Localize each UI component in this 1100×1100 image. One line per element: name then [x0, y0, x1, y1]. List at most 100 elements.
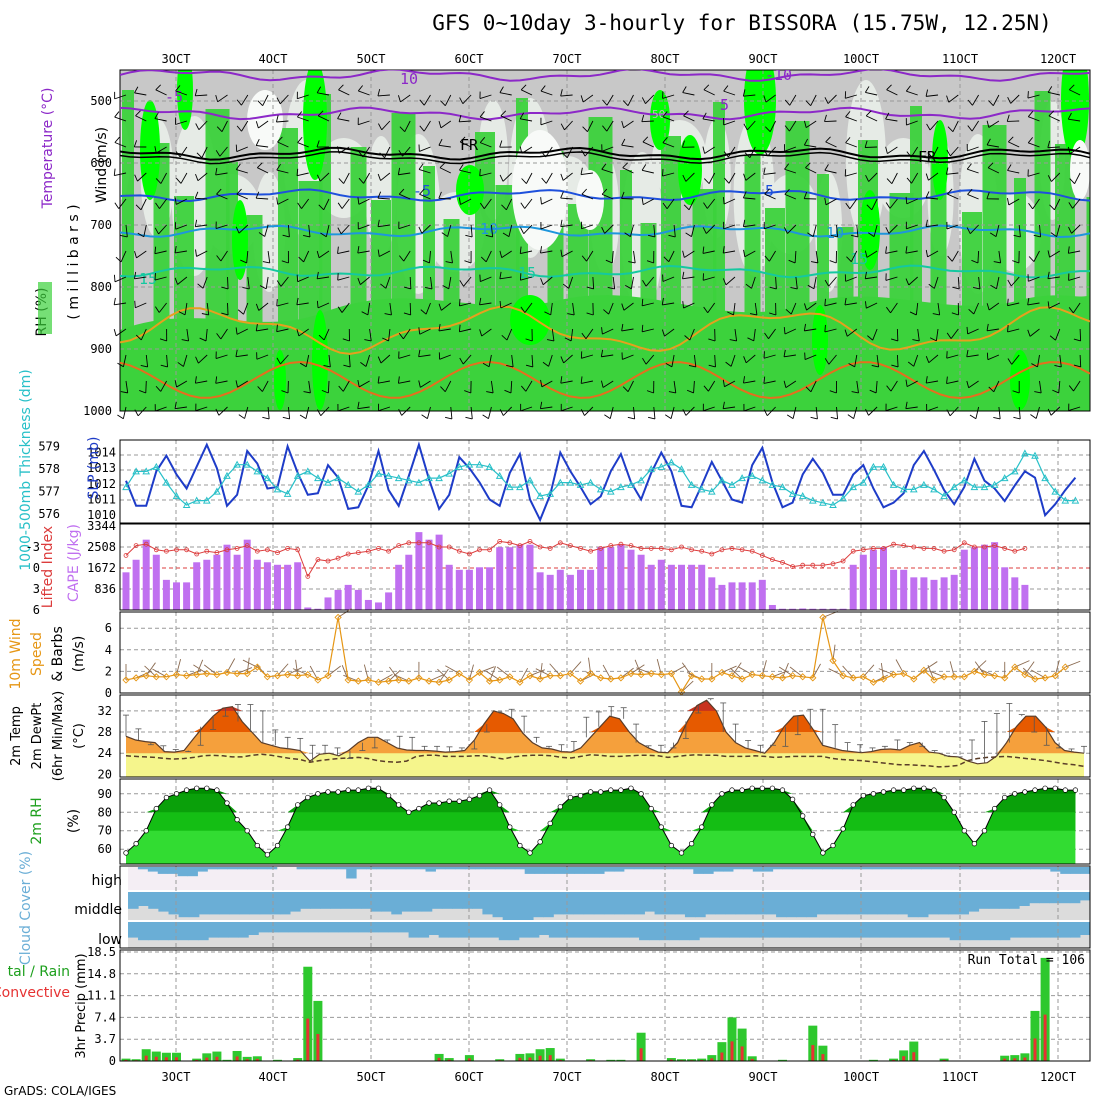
profile-wind-barb	[1032, 198, 1040, 210]
profile-wind-barb-flag	[1068, 385, 1074, 392]
profile-wind-barb	[360, 276, 370, 285]
profile-wind-barb-flag	[397, 376, 400, 384]
cloud-low-bar	[699, 922, 710, 938]
top-date-label: 4OCT	[259, 52, 288, 66]
profile-wind-barb	[256, 328, 269, 332]
profile-wind-barb-flag	[479, 202, 485, 209]
panel-frame	[119, 949, 1091, 1062]
cloud-low-bar	[348, 922, 359, 933]
profile-wind-barb-flag	[519, 112, 525, 120]
profile-wind-barb-flag	[560, 356, 565, 364]
precip-total-bar	[636, 1032, 646, 1061]
cloud-middle-bar	[796, 892, 807, 918]
li-marker	[941, 548, 947, 554]
wind10m-marker	[364, 676, 373, 684]
cloud-low-bar	[528, 922, 540, 938]
li-marker	[153, 547, 159, 553]
profile-wind-barb	[876, 354, 880, 367]
profile-wind-barb	[216, 193, 228, 200]
profile-wind-barb	[362, 146, 370, 158]
thickness-marker	[415, 478, 423, 486]
profile-wind-barb-flag	[600, 349, 604, 357]
cloud-middle-bar	[198, 892, 210, 915]
wind10m-barb	[923, 661, 938, 671]
precip-total-bar	[192, 1058, 202, 1061]
profile-wind-barb-flag	[627, 416, 635, 420]
profile-wind-barb-flag	[803, 138, 809, 146]
li-marker	[285, 546, 291, 551]
profile-wind-barb-flag	[642, 357, 647, 365]
profile-wind-barb-flag	[742, 191, 747, 199]
rh2m-marker	[385, 792, 392, 799]
precip-total-bar	[434, 1053, 444, 1061]
profile-wind-barb	[134, 92, 147, 96]
cloud-high-bar	[435, 867, 446, 870]
profile-wind-barb-flag	[255, 303, 260, 311]
profile-wind-barb-flag	[824, 197, 827, 205]
profile-wind-barb-flag	[155, 84, 161, 91]
wind10m-barb	[862, 664, 875, 678]
cloud-high-bar	[990, 867, 1002, 870]
thickness-marker	[788, 489, 797, 497]
cape-bar	[1001, 567, 1009, 610]
profile-wind-barb	[784, 193, 797, 200]
profile-wind-barb	[1008, 198, 1020, 206]
profile-wind-barb-flag	[886, 178, 893, 184]
profile-wind-barb-flag	[560, 376, 563, 384]
profile-wind-barb-flag	[221, 286, 229, 290]
profile-wind-barb-flag	[665, 362, 673, 368]
slp-tick: 1010	[87, 508, 116, 522]
cape-bar	[253, 559, 261, 610]
profile-wind-barb-flag	[236, 125, 242, 132]
wind10m-marker	[1011, 663, 1019, 671]
profile-wind-barb	[562, 172, 573, 181]
wind10m-marker	[940, 673, 948, 681]
profile-wind-barb-flag	[398, 149, 403, 157]
temp-axis-label-2: 2m DewPt	[30, 703, 45, 770]
profile-wind-barb	[551, 328, 555, 341]
profile-wind-barb	[824, 120, 837, 123]
profile-wind-barb-flag	[160, 364, 168, 368]
cloud-middle-bar	[836, 892, 848, 915]
cape-bar	[385, 592, 393, 610]
rh2m-marker	[577, 792, 584, 799]
li-marker	[325, 558, 331, 564]
cloud-middle-bar	[988, 892, 1000, 909]
contour-label: FR	[918, 148, 937, 166]
profile-wind-barb-flag	[641, 97, 646, 104]
profile-wind-barb	[662, 302, 675, 306]
li-marker	[679, 544, 684, 550]
profile-wind-barb-flag	[320, 232, 327, 238]
cloud-low-bar	[939, 922, 951, 938]
li-marker	[871, 546, 876, 551]
profile-wind-barb	[1068, 250, 1081, 254]
profile-wind-barb	[872, 328, 878, 341]
profile-wind-barb	[525, 172, 533, 184]
profile-wind-barb	[662, 172, 675, 177]
precip-convective-bar	[902, 1056, 906, 1061]
rh2m-marker	[880, 789, 887, 795]
profile-wind-barb-flag	[663, 256, 670, 263]
cloud-high-label: high	[91, 873, 122, 889]
profile-wind-barb	[973, 302, 980, 315]
profile-wind-barb	[488, 406, 492, 419]
profile-wind-barb	[633, 250, 636, 263]
profile-wind-barb	[122, 354, 127, 367]
temp-axis-label-4: (°C)	[72, 723, 87, 749]
profile-wind-barb-flag	[377, 89, 381, 97]
profile-wind-barb	[1048, 302, 1060, 309]
profile-wind-barb	[946, 172, 959, 175]
rh2m-marker	[244, 828, 250, 834]
profile-wind-barb-flag	[743, 376, 746, 384]
rh2m-marker	[981, 828, 988, 834]
profile-wind-barb	[298, 328, 309, 337]
profile-wind-barb-flag	[546, 339, 555, 342]
profile-wind-barb	[459, 120, 472, 123]
profile-wind-barb-flag	[135, 334, 142, 341]
profile-wind-barb	[500, 115, 512, 122]
profile-wind-barb-flag	[946, 332, 952, 339]
thickness-marker	[505, 483, 514, 491]
profile-wind-barb-flag	[683, 110, 689, 117]
profile-wind-barb-flag	[155, 385, 162, 392]
profile-wind-barb	[978, 276, 981, 289]
